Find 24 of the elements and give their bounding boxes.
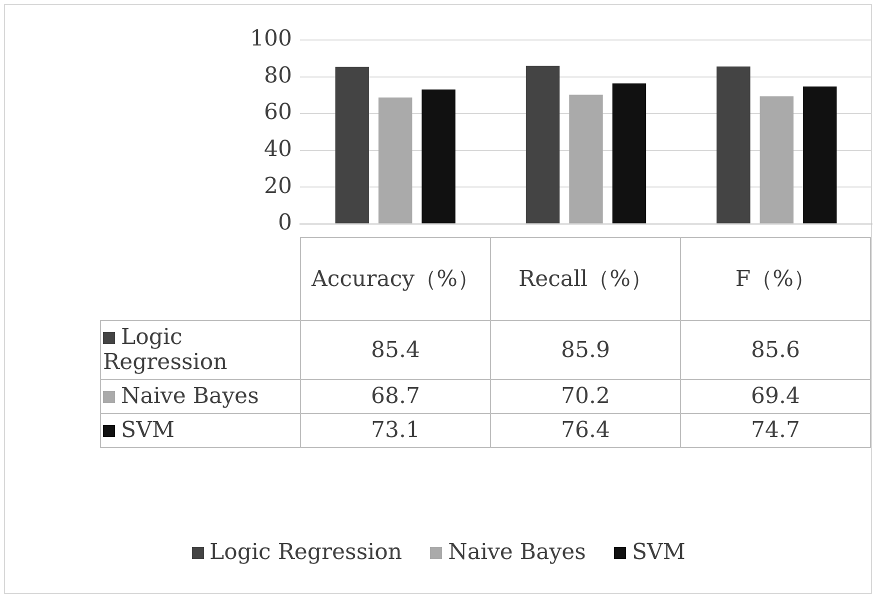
data-label: 76.4 — [490, 414, 680, 448]
data-label: 85.9 — [490, 320, 680, 380]
text: SVM — [632, 540, 686, 565]
x-tick-label: F（%） — [680, 238, 870, 320]
data-label: 85.4 — [300, 320, 490, 380]
legend-label: Logic Regression — [100, 320, 300, 380]
y-tick-label: 60 — [264, 100, 292, 126]
text: Naive Bayes — [448, 540, 586, 565]
y-tick-label: 0 — [278, 210, 292, 236]
data-label: 85.6 — [680, 320, 870, 380]
text: Logic Regression — [210, 540, 402, 565]
data-label: 73.1 — [300, 414, 490, 448]
y-tick-label: 100 — [250, 26, 292, 52]
legend-label: SVM — [100, 414, 300, 448]
y-tick-label: 80 — [264, 63, 292, 88]
x-tick-label: Accuracy（%） — [300, 238, 490, 320]
y-tick-label: 40 — [264, 137, 292, 162]
legend-label: Naive Bayes — [100, 380, 300, 414]
data-label: 68.7 — [300, 380, 490, 414]
data-label: 74.7 — [680, 414, 870, 448]
data-label: 70.2 — [490, 380, 680, 414]
y-tick-label: 20 — [264, 174, 292, 199]
data-label: 69.4 — [680, 380, 870, 414]
x-tick-label: Recall（%） — [490, 238, 680, 320]
